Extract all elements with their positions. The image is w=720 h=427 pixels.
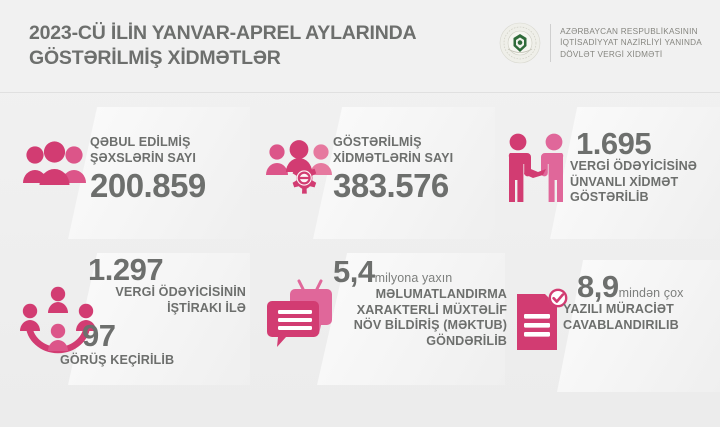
people-gear-icon <box>265 140 335 194</box>
card-panel <box>68 107 250 239</box>
brand-lockup: AZƏRBAYCAN RESPUBLİKASININ İQTİSADİYYAT … <box>499 22 702 64</box>
stat-card-targeted-service: 1.695 VERGİ ÖDƏYİCİSİNƏ ÜNVANLI XİDMƏT G… <box>498 107 720 239</box>
card-value: 383.576 <box>333 167 449 204</box>
card-value: 5,4milyona yaxın <box>333 255 508 295</box>
card-caption-line-2: ÜNVANLI XİDMƏT <box>570 174 679 189</box>
card-caption-line-1: YAZILI MÜRACİƏT <box>563 302 674 316</box>
card-caption-line-4: GÖNDƏRİLİB <box>426 333 507 348</box>
card-caption-line-2: ŞƏXSLƏRİN SAYI <box>90 150 197 165</box>
stat-card-written-applications: 8,9mindən çox YAZILI MÜRACİƏT CAVABLANDI… <box>505 260 720 392</box>
card-caption-primary-line-1: VERGİ ÖDƏYİCİSİNİN <box>115 285 246 299</box>
brand-text-line-3: DÖVLƏT VERGİ XİDMƏTİ <box>560 49 663 59</box>
stat-card-notices-sent: 5,4milyona yaxın MƏLUMATLANDIRMA XARAKTE… <box>255 253 508 385</box>
page-title-line-2: GÖSTƏRİLMİŞ XİDMƏTLƏR <box>29 47 281 69</box>
page-title: 2023-CÜ İLİN YANVAR-APREL AYLARINDA GÖST… <box>29 21 499 71</box>
card-value-number: 5,4 <box>333 254 375 289</box>
card-panel <box>317 253 505 385</box>
handshake-icon <box>504 131 576 205</box>
card-caption-line-2: XİDMƏTLƏRİN SAYI <box>333 150 454 165</box>
card-value: 200.859 <box>90 167 206 204</box>
card-caption: QƏBUL EDİLMİŞ ŞƏXSLƏRİN SAYI <box>90 135 245 166</box>
card-caption: VERGİ ÖDƏYİCİSİNƏ ÜNVANLI XİDMƏT GÖSTƏRİ… <box>570 159 718 206</box>
card-caption-line-1: QƏBUL EDİLMİŞ <box>90 135 191 149</box>
brand-text: AZƏRBAYCAN RESPUBLİKASININ İQTİSADİYYAT … <box>560 26 702 61</box>
header-bar: 2023-CÜ İLİN YANVAR-APREL AYLARINDA GÖST… <box>0 0 720 93</box>
card-caption: YAZILI MÜRACİƏT CAVABLANDIRILIB <box>563 302 720 333</box>
stat-card-services-count: GÖSTƏRİLMİŞ XİDMƏTLƏRİN SAYI 383.576 <box>255 107 495 239</box>
brand-text-line-2: İQTİSADİYYAT NAZİRLİYİ YANINDA <box>560 38 702 48</box>
speech-bubbles-icon <box>267 279 337 351</box>
card-value-number: 8,9 <box>577 269 619 304</box>
card-panel <box>68 253 250 385</box>
card-caption-line-1: GÖSTƏRİLMİŞ <box>333 135 422 149</box>
card-value-secondary: 97 <box>82 318 116 353</box>
card-value: 8,9mindən çox <box>577 270 720 310</box>
card-caption: MƏLUMATLANDIRMA XARAKTERLİ MÜXTƏLİF NÖV … <box>317 287 507 349</box>
card-panel <box>550 107 720 239</box>
page-title-line-1: 2023-CÜ İLİN YANVAR-APREL AYLARINDA <box>29 22 417 44</box>
brand-divider <box>550 24 552 62</box>
card-caption-line-1: VERGİ ÖDƏYİCİSİNƏ <box>570 159 698 173</box>
card-caption-line-3: GÖSTƏRİLİB <box>570 190 649 204</box>
card-caption-secondary: GÖRÜŞ KEÇİRİLİB <box>60 353 175 367</box>
card-caption: GÖSTƏRİLMİŞ XİDMƏTLƏRİN SAYI <box>333 135 490 166</box>
card-panel <box>313 107 495 239</box>
card-value-primary: 1.297 <box>88 252 164 287</box>
card-panel <box>557 260 720 392</box>
document-check-icon <box>513 288 575 354</box>
stat-card-meetings: 1.297 VERGİ ÖDƏYİCİSİNİN İŞTİRAKI İLƏ 97… <box>10 253 250 385</box>
card-caption-line-2: CAVABLANDIRILIB <box>563 317 679 332</box>
card-caption-line-1: MƏLUMATLANDIRMA <box>375 287 507 301</box>
card-value: 1.695 <box>576 126 652 161</box>
stats-card-grid: QƏBUL EDİLMİŞ ŞƏXSLƏRİN SAYI 200.859 <box>0 93 720 427</box>
card-caption-primary: VERGİ ÖDƏYİCİSİNİN İŞTİRAKI İLƏ <box>76 285 246 316</box>
state-emblem-icon <box>499 22 541 64</box>
card-caption-primary-line-2: İŞTİRAKI İLƏ <box>167 300 246 315</box>
card-caption-line-3: NÖV BİLDİRİŞ (MƏKTUB) <box>353 318 507 332</box>
brand-text-line-1: AZƏRBAYCAN RESPUBLİKASININ <box>560 26 698 36</box>
card-caption-line-2: XARAKTERLİ MÜXTƏLİF <box>356 302 507 317</box>
round-table-meeting-icon <box>20 286 96 356</box>
people-group-icon <box>22 141 88 190</box>
stat-card-accepted-persons: QƏBUL EDİLMİŞ ŞƏXSLƏRİN SAYI 200.859 <box>10 107 250 239</box>
card-value-unit: milyona yaxın <box>374 271 453 285</box>
card-value-unit: mindən çox <box>618 286 684 300</box>
